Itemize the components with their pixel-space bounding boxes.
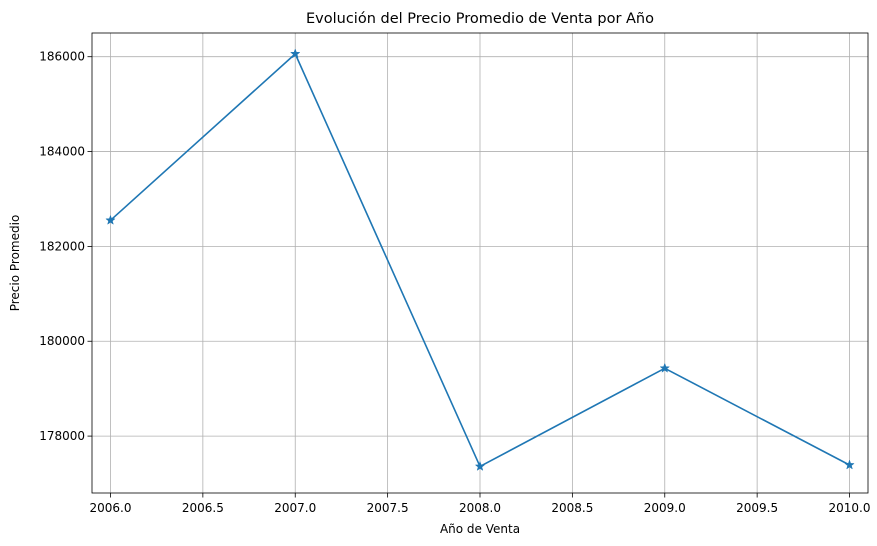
x-tick-label: 2008.5 xyxy=(551,501,593,515)
grid-lines xyxy=(92,33,868,493)
data-point xyxy=(659,362,671,373)
x-tick-label: 2006.0 xyxy=(89,501,131,515)
data-point xyxy=(844,459,855,470)
y-tick-label: 184000 xyxy=(39,145,85,159)
x-tick-label: 2010.0 xyxy=(829,501,871,515)
x-tick-label: 2009.0 xyxy=(644,501,686,515)
x-axis-label: Año de Venta xyxy=(440,522,520,536)
y-tick-label: 178000 xyxy=(39,429,85,443)
x-tick-label: 2009.5 xyxy=(736,501,778,515)
y-tick-label: 186000 xyxy=(39,50,85,64)
series-layer xyxy=(105,48,855,471)
data-point xyxy=(105,214,116,225)
y-tick-label: 180000 xyxy=(39,334,85,348)
x-tick-label: 2008.0 xyxy=(459,501,501,515)
y-axis-ticks: 178000 180000 182000 184000 186000 xyxy=(39,50,92,443)
x-tick-label: 2007.5 xyxy=(367,501,409,515)
y-tick-label: 182000 xyxy=(39,239,85,253)
data-point xyxy=(289,48,301,59)
x-tick-label: 2007.0 xyxy=(274,501,316,515)
chart-title: Evolución del Precio Promedio de Venta p… xyxy=(306,11,654,27)
x-tick-label: 2006.5 xyxy=(182,501,224,515)
y-axis-label: Precio Promedio xyxy=(8,215,22,312)
data-point xyxy=(474,460,486,471)
x-axis-ticks: 2006.0 2006.5 2007.0 2007.5 2008.0 2008.5 2009… xyxy=(89,493,871,515)
